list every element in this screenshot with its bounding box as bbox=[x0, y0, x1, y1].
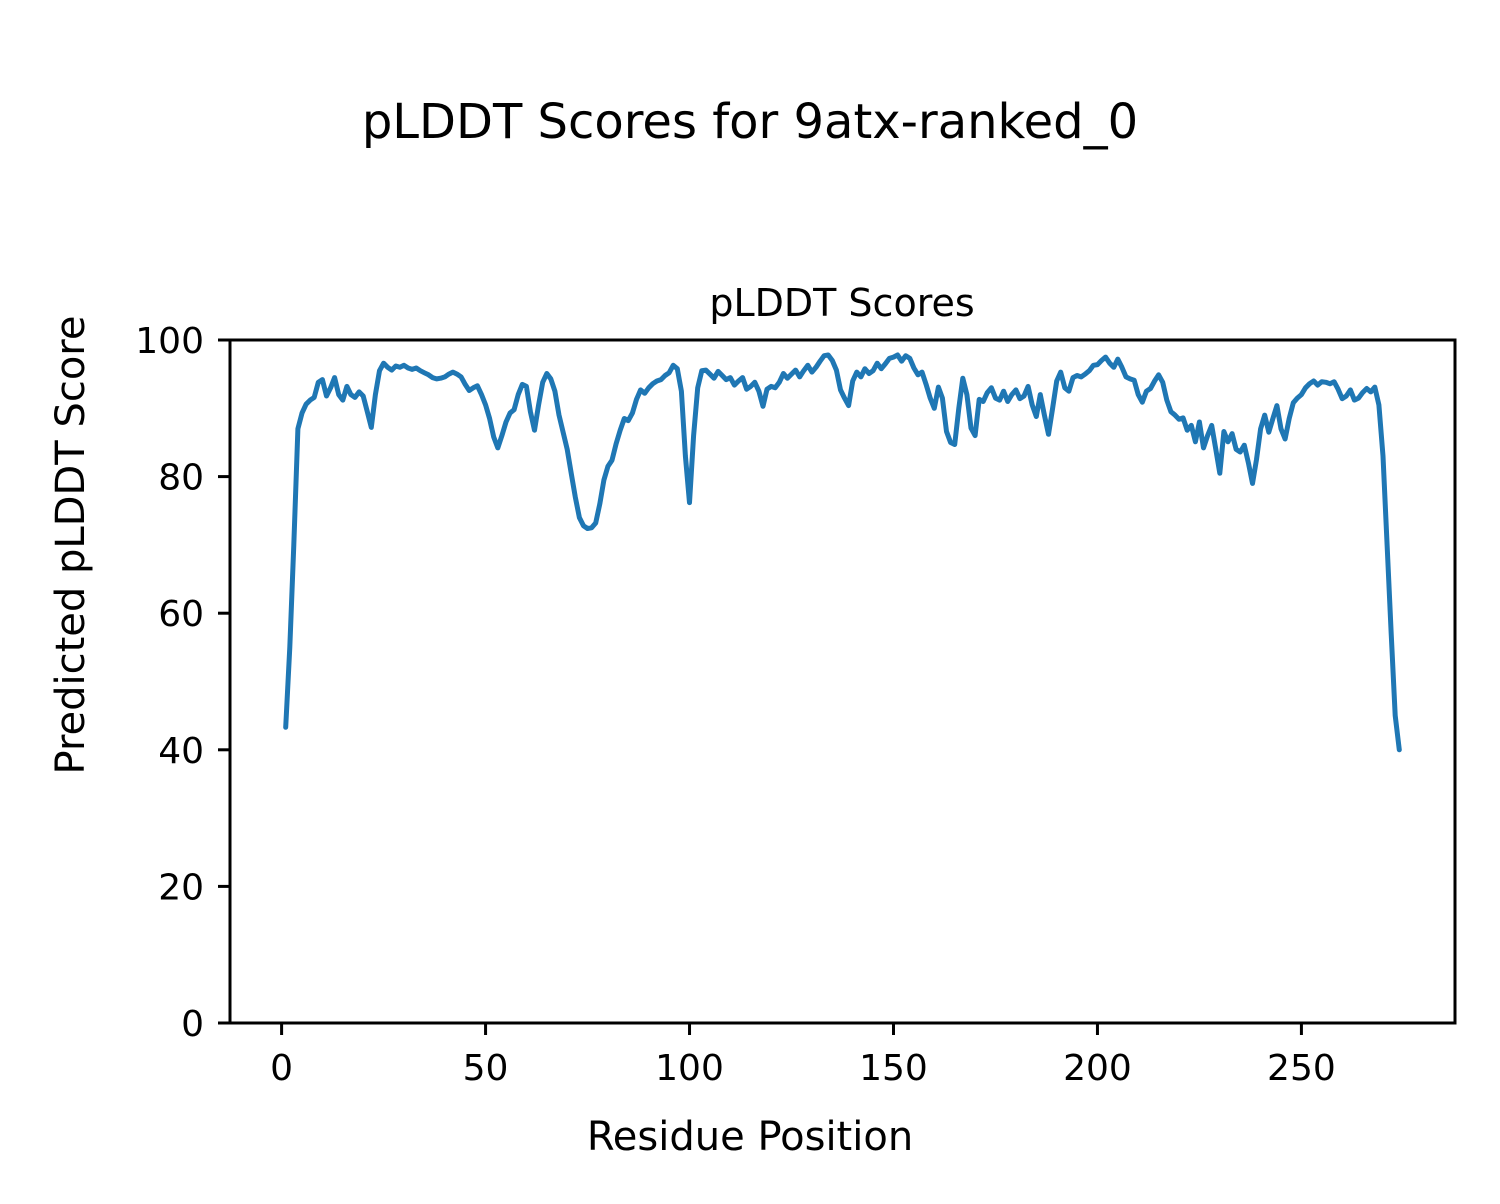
y-ticks: 0 20 40 60 80 100 bbox=[135, 321, 230, 1045]
y-axis-label: Predicted pLDDT Score bbox=[48, 316, 94, 775]
plot-border bbox=[228, 338, 1457, 1025]
y-tick-label: 60 bbox=[158, 594, 204, 635]
x-axis-label: Residue Position bbox=[587, 1114, 913, 1160]
y-tick-label: 100 bbox=[135, 321, 204, 362]
axes-title: pLDDT Scores bbox=[709, 281, 974, 325]
y-tick-label: 40 bbox=[158, 731, 204, 772]
x-tick-label: 0 bbox=[270, 1048, 293, 1089]
series-group bbox=[283, 352, 1402, 753]
y-tick-label: 0 bbox=[181, 1004, 204, 1045]
x-tick-label: 150 bbox=[859, 1048, 928, 1089]
y-tick-label: 80 bbox=[158, 458, 204, 499]
x-tick-label: 250 bbox=[1267, 1048, 1336, 1089]
plddt-line bbox=[283, 352, 1402, 753]
x-tick-label: 50 bbox=[463, 1048, 509, 1089]
x-tick-label: 100 bbox=[655, 1048, 724, 1089]
x-tick-label: 200 bbox=[1063, 1048, 1132, 1089]
x-ticks: 0 50 100 150 200 250 bbox=[270, 1023, 1336, 1089]
figure-title: pLDDT Scores for 9atx-ranked_0 bbox=[362, 94, 1138, 150]
y-tick-label: 20 bbox=[158, 867, 204, 908]
